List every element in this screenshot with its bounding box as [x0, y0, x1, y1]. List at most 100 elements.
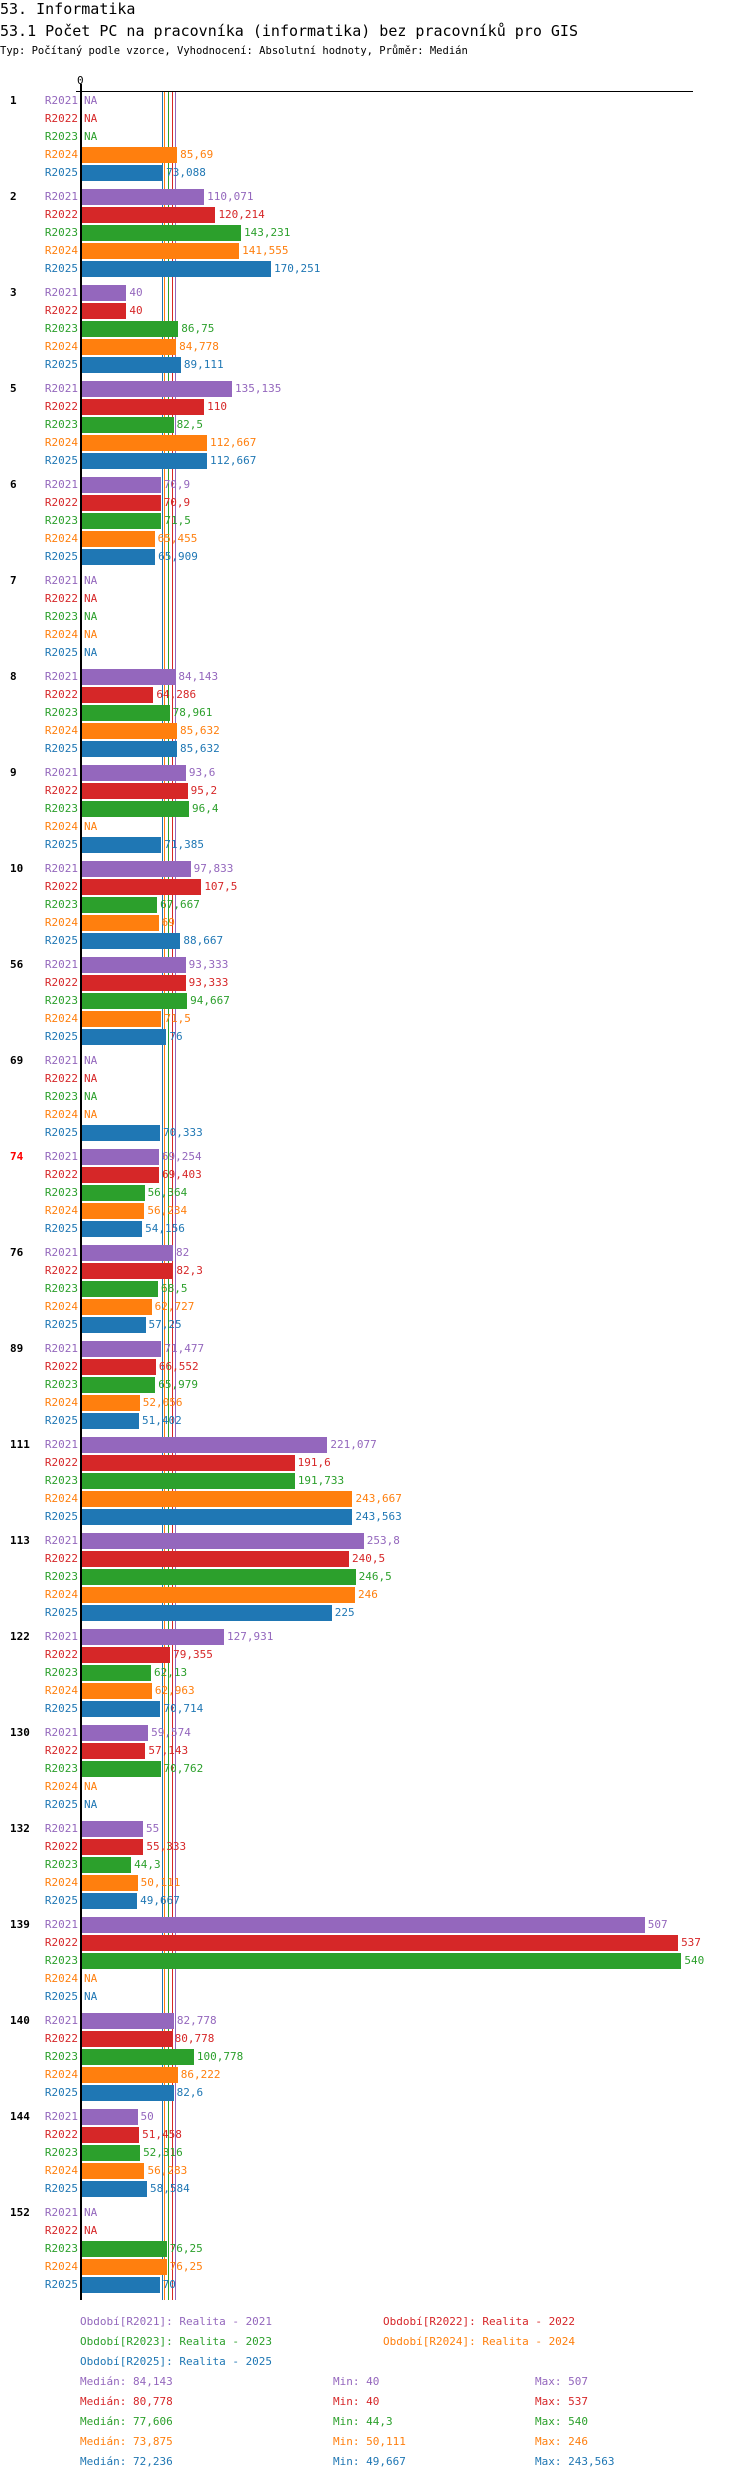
series-label: R2023	[44, 1186, 78, 1199]
series-label: R2024	[44, 1780, 78, 1793]
value-label: 67,667	[160, 898, 200, 911]
value-label: 86,75	[181, 322, 215, 335]
bar	[82, 495, 161, 511]
value-label: 93,333	[188, 958, 229, 971]
group-label: 132	[10, 1822, 30, 1835]
bar	[82, 801, 189, 817]
value-label: 84,778	[179, 340, 219, 353]
bar	[82, 1437, 328, 1453]
bar	[82, 2013, 174, 2029]
series-label: R2021	[44, 1438, 78, 1451]
value-label: 62,13	[153, 1666, 188, 1679]
bar	[82, 1875, 138, 1891]
bar	[82, 1167, 160, 1183]
series-label: R2022	[44, 208, 78, 221]
legend-item-R2024: Období[R2024]: Realita - 2024	[383, 2335, 576, 2348]
series-label: R2025	[44, 646, 78, 659]
bar	[82, 1245, 174, 1261]
bar	[82, 1125, 161, 1141]
group-label: 10	[10, 862, 24, 875]
bar	[82, 879, 202, 895]
value-label: 82	[176, 1246, 190, 1259]
median-stat: Medián: 80,778	[80, 2395, 173, 2408]
series-label: R2025	[44, 934, 78, 947]
na-label: NA	[84, 130, 98, 143]
value-label: 246,5	[358, 1570, 392, 1583]
na-label: NA	[84, 1780, 98, 1793]
series-label: R2022	[44, 592, 78, 605]
series-label: R2021	[44, 1054, 78, 1067]
group-label: 1	[10, 94, 17, 107]
na-label: NA	[84, 646, 98, 659]
series-label: R2022	[44, 2224, 78, 2237]
series-label: R2025	[44, 1606, 78, 1619]
value-label: 85,632	[180, 724, 220, 737]
bar	[82, 2145, 141, 2161]
series-label: R2022	[44, 2032, 78, 2045]
value-label: 70,333	[163, 1126, 203, 1139]
bar	[82, 1605, 332, 1621]
series-label: R2024	[44, 1972, 78, 1985]
series-label: R2022	[44, 976, 78, 989]
series-label: R2025	[44, 1222, 78, 1235]
bar	[82, 765, 186, 781]
series-label: R2024	[44, 724, 78, 737]
x-axis-line	[76, 91, 693, 92]
value-label: 95,2	[190, 784, 218, 797]
series-label: R2024	[44, 1396, 78, 1409]
value-label: 80,778	[174, 2032, 215, 2045]
value-label: 246	[358, 1588, 378, 1601]
na-label: NA	[84, 592, 98, 605]
value-label: 240,5	[351, 1552, 386, 1565]
series-label: R2022	[44, 688, 78, 701]
bar	[82, 1533, 364, 1549]
value-label: 141,555	[242, 244, 289, 257]
axis-zero-label: 0	[77, 74, 84, 87]
na-label: NA	[84, 820, 98, 833]
median-line-R2025	[162, 92, 163, 2300]
value-label: 50,111	[140, 1876, 181, 1889]
bar	[82, 1185, 145, 1201]
group-label: 69	[10, 1054, 24, 1067]
bar	[82, 1725, 149, 1741]
value-label: 135,135	[234, 382, 282, 395]
value-label: 56,283	[147, 2164, 188, 2177]
bar	[82, 2109, 138, 2125]
bar	[82, 1701, 161, 1717]
y-axis-line	[80, 84, 82, 2300]
series-label: R2023	[44, 2050, 78, 2063]
value-label: 96,4	[192, 802, 219, 815]
value-label: 221,077	[330, 1438, 377, 1451]
bar	[82, 1953, 682, 1969]
bar	[82, 1587, 356, 1603]
value-label: 62,727	[154, 1300, 195, 1313]
value-label: 59,574	[151, 1726, 191, 1739]
bar	[82, 225, 241, 241]
value-label: 93,333	[188, 976, 229, 989]
bar	[82, 1821, 144, 1837]
value-label: 70	[162, 2278, 176, 2291]
bar	[82, 861, 191, 877]
value-label: 71,5	[164, 1012, 191, 1025]
value-label: 112,667	[210, 454, 257, 467]
bar	[82, 1029, 167, 1045]
series-label: R2023	[44, 2146, 78, 2159]
series-label: R2022	[44, 1264, 78, 1277]
value-label: 253,8	[366, 1534, 400, 1547]
bar	[82, 1647, 171, 1663]
bar	[82, 933, 181, 949]
bar	[82, 1509, 353, 1525]
bar	[82, 687, 154, 703]
bar	[82, 1299, 152, 1315]
value-label: 57,25	[148, 1318, 182, 1331]
series-label: R2022	[44, 496, 78, 509]
value-label: 70,762	[163, 1762, 204, 1775]
series-label: R2023	[44, 898, 78, 911]
value-label: 89,111	[183, 358, 224, 371]
na-label: NA	[84, 94, 98, 107]
bar	[82, 1629, 224, 1645]
series-label: R2025	[44, 838, 78, 851]
bar	[82, 1893, 138, 1909]
series-label: R2025	[44, 1414, 78, 1427]
na-label: NA	[84, 2224, 98, 2237]
